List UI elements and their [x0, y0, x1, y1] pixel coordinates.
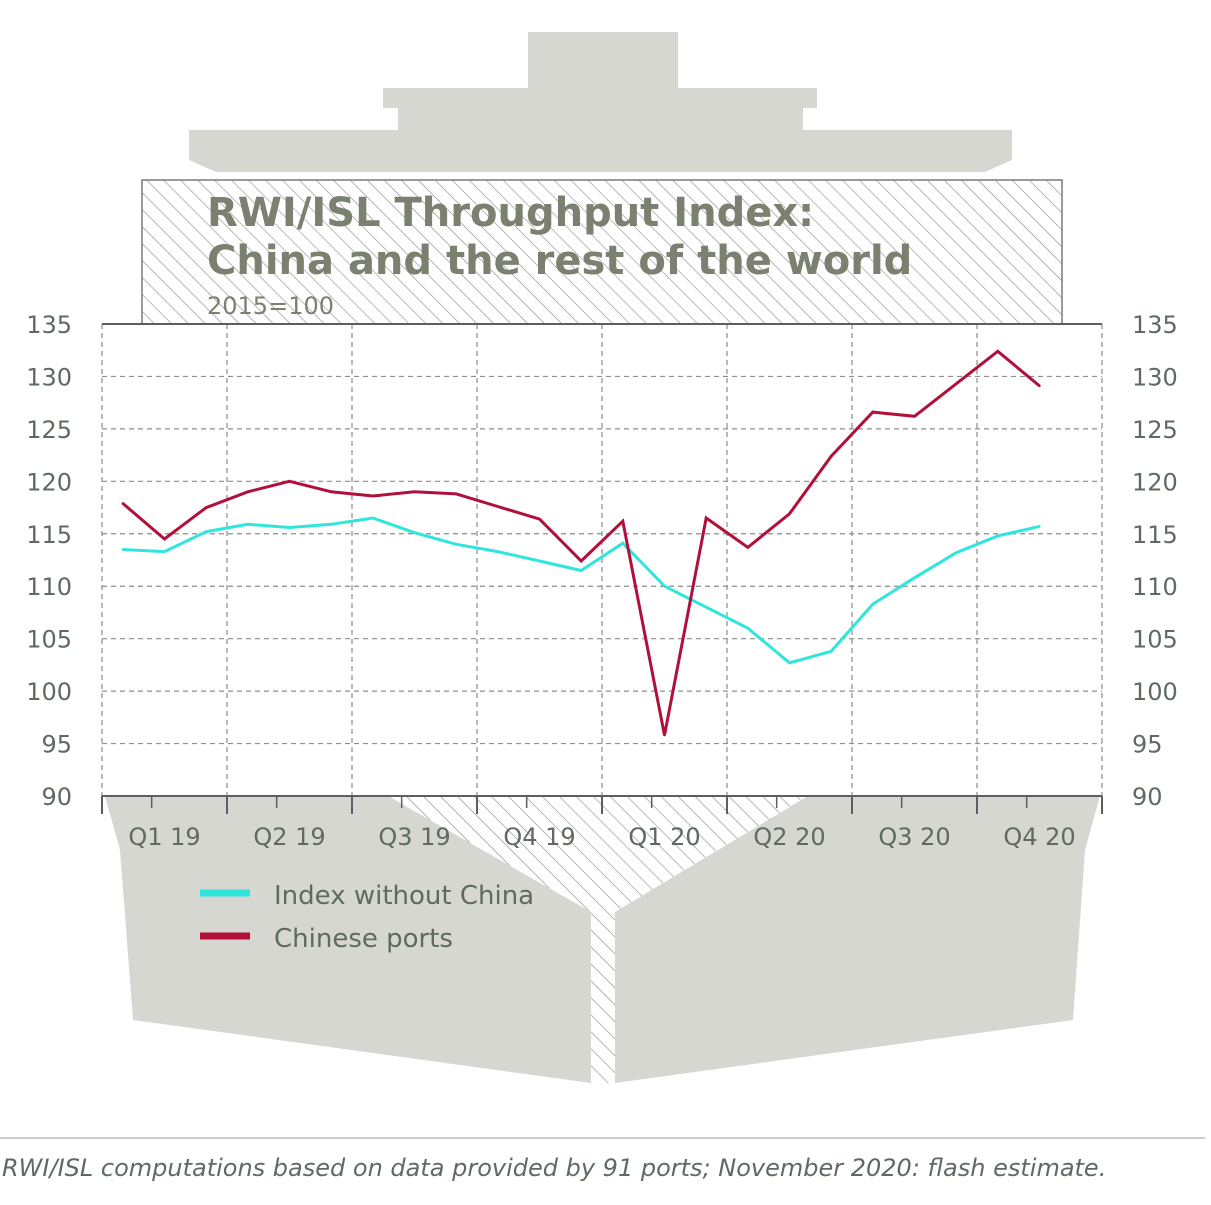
- y-tick-label-left: 95: [41, 731, 72, 759]
- y-tick-label-right: 135: [1132, 311, 1178, 339]
- x-tick-label: Q3 20: [878, 823, 950, 851]
- data-point-chinese-ports: [163, 537, 166, 541]
- data-point-index-without-china: [371, 516, 375, 520]
- x-tick-label: Q3 19: [378, 823, 450, 851]
- x-tick-label: Q4 19: [503, 823, 575, 851]
- data-point-index-without-china: [538, 559, 541, 563]
- data-point-chinese-ports: [996, 350, 1000, 353]
- hull-left: [105, 796, 591, 1083]
- data-point-chinese-ports: [871, 410, 875, 414]
- y-tick-label-right: 125: [1132, 416, 1178, 444]
- legend-label-index-without-china: Index without China: [274, 881, 534, 911]
- data-point-index-without-china: [246, 523, 250, 526]
- y-axis-left: 90 95 100 105 110 115 120 125 130 135: [26, 311, 72, 811]
- data-point-chinese-ports: [288, 480, 291, 483]
- data-point-index-without-china: [496, 550, 500, 553]
- data-point-index-without-china: [746, 626, 750, 630]
- ship-bridge-deck: [189, 130, 1012, 172]
- data-point-chinese-ports: [329, 490, 333, 494]
- data-point-index-without-china: [788, 661, 791, 664]
- legend-label-chinese-ports: Chinese ports: [274, 924, 453, 954]
- data-point-chinese-ports: [496, 505, 500, 508]
- data-point-index-without-china: [621, 542, 625, 545]
- legend: Index without China Chinese ports: [200, 881, 534, 954]
- y-tick-label-right: 105: [1132, 626, 1178, 654]
- data-point-index-without-china: [1038, 525, 1041, 528]
- data-point-index-without-china: [288, 526, 291, 529]
- data-point-index-without-china: [954, 551, 958, 554]
- data-point-chinese-ports: [829, 454, 833, 458]
- y-tick-label-right: 115: [1132, 521, 1178, 549]
- x-tick-label: Q1 20: [628, 823, 700, 851]
- data-point-chinese-ports: [1038, 384, 1041, 388]
- data-point-chinese-ports: [579, 559, 583, 563]
- x-tick-label: Q1 19: [128, 823, 200, 851]
- data-point-chinese-ports: [454, 492, 458, 496]
- chart-title-line1: RWI/ISL Throughput Index:: [207, 190, 814, 236]
- x-tick-label: Q2 20: [753, 823, 825, 851]
- data-point-index-without-china: [829, 650, 833, 653]
- data-point-chinese-ports: [246, 490, 250, 494]
- data-point-index-without-china: [163, 550, 166, 553]
- y-tick-label-left: 120: [26, 468, 72, 496]
- data-point-chinese-ports: [413, 490, 416, 494]
- y-tick-label-right: 120: [1132, 468, 1178, 496]
- y-axis-right: 90 95 100 105 110 115 120 125 130 135: [1132, 311, 1178, 811]
- y-tick-label-left: 115: [26, 521, 72, 549]
- y-tick-label-left: 105: [26, 626, 72, 654]
- data-point-chinese-ports: [621, 519, 625, 523]
- chart-title-line2: China and the rest of the world: [207, 238, 912, 284]
- hull-right: [615, 796, 1100, 1083]
- y-tick-label-left: 135: [26, 311, 72, 339]
- data-point-chinese-ports: [788, 512, 791, 516]
- x-tick-label: Q4 20: [1003, 823, 1075, 851]
- data-point-index-without-china: [996, 534, 1000, 538]
- ship-upper-deck: [383, 88, 817, 108]
- ship-deck-connector: [398, 106, 803, 132]
- y-tick-label-right: 90: [1132, 783, 1163, 811]
- ship-hatched-block: [141, 179, 1063, 326]
- y-tick-label-right: 130: [1132, 363, 1178, 391]
- data-point-chinese-ports: [746, 546, 750, 549]
- x-axis: Q1 19 Q2 19 Q3 19 Q4 19 Q1 20 Q2 20 Q3 20 Q4 20: [101, 796, 1103, 851]
- data-point-index-without-china: [454, 543, 458, 546]
- data-point-index-without-china: [913, 576, 916, 580]
- chart-subtitle: 2015=100: [207, 292, 334, 320]
- data-point-chinese-ports: [954, 382, 958, 385]
- ship-superstructure: [141, 32, 1063, 326]
- data-point-chinese-ports: [913, 415, 916, 418]
- series-layer: [121, 349, 1041, 737]
- y-tick-label-left: 100: [26, 678, 72, 706]
- x-tick-label: Q2 19: [253, 823, 325, 851]
- y-tick-label-right: 100: [1132, 678, 1178, 706]
- hull-hatched-bow: [388, 796, 808, 912]
- data-point-index-without-china: [663, 585, 666, 588]
- y-tick-label-right: 110: [1132, 573, 1178, 601]
- data-point-chinese-ports: [704, 516, 708, 520]
- y-tick-label-left: 125: [26, 416, 72, 444]
- grid: [101, 324, 1103, 796]
- source-note: RWI/ISL computations based on data provi…: [2, 1154, 1106, 1182]
- hull-hatched-keel: [591, 912, 615, 1083]
- y-tick-label-left: 90: [41, 783, 72, 811]
- data-point-index-without-china: [871, 602, 875, 606]
- y-tick-label-left: 130: [26, 363, 72, 391]
- data-point-chinese-ports: [371, 494, 375, 498]
- ship-funnel: [528, 32, 678, 90]
- data-point-index-without-china: [579, 569, 583, 572]
- data-point-index-without-china: [704, 606, 708, 609]
- data-point-chinese-ports: [121, 502, 125, 505]
- data-point-index-without-china: [121, 548, 125, 551]
- data-point-chinese-ports: [663, 733, 666, 737]
- y-tick-label-right: 95: [1132, 731, 1163, 759]
- y-tick-label-left: 110: [26, 573, 72, 601]
- data-point-chinese-ports: [538, 517, 541, 521]
- data-point-index-without-china: [204, 530, 208, 533]
- data-point-index-without-china: [329, 523, 333, 526]
- data-point-chinese-ports: [204, 506, 208, 509]
- ship-hull: [105, 796, 1100, 1083]
- data-point-index-without-china: [413, 531, 416, 534]
